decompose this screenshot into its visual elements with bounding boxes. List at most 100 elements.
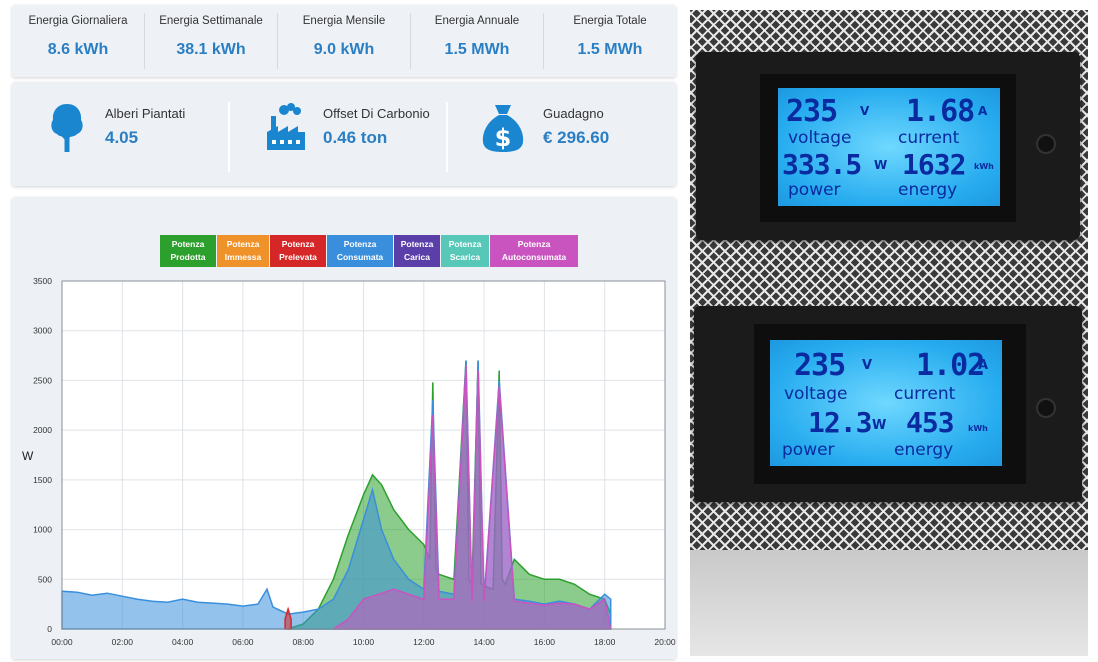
impact-carbon-value: 0.46 ton: [323, 128, 388, 147]
energy-weekly: Energia Settimanale 38.1 kWh: [145, 5, 277, 77]
legend-item-consumata[interactable]: Potenza Consumata: [327, 235, 393, 267]
energy-daily: Energia Giornaliera 8.6 kWh: [12, 5, 144, 77]
meter-2: 235 V 1.02 A voltage current 12.3 W 453 …: [694, 306, 1082, 502]
energy-yearly: Energia Annuale 1.5 MWh: [411, 5, 543, 77]
energy-yearly-value: 1.5 MWh: [444, 41, 510, 58]
energy-monthly-label: Energia Mensile: [302, 15, 386, 27]
meter-2-screw: [1036, 398, 1056, 418]
series-area-autoconsumata: [332, 365, 612, 630]
y-tick-label: 2500: [33, 375, 52, 385]
x-tick-label: 16:00: [534, 637, 556, 647]
divider: [144, 13, 145, 69]
meter-1-screw: [1036, 134, 1056, 154]
impact-trees-label: Alberi Piantati: [105, 106, 186, 121]
legend-item-immessa[interactable]: Potenza Immessa: [217, 235, 269, 267]
plot-border: [61, 280, 666, 630]
x-tick-label: 06:00: [232, 637, 254, 647]
x-tick-label: 04:00: [172, 637, 194, 647]
legend-item-line1: Potenza: [171, 239, 205, 249]
meter-1-current-unit: A: [978, 104, 988, 118]
meter-1-energy-label: energy: [898, 180, 958, 200]
meter-1-voltage: 235: [786, 94, 838, 129]
meter-2-energy: 453: [906, 406, 955, 439]
x-tick-label: 18:00: [594, 637, 616, 647]
meter-2-current-label: current: [894, 384, 956, 404]
legend-item-line2: Carica: [404, 252, 430, 262]
impact-trees: Alberi Piantati 4.05: [12, 82, 228, 186]
divider: [543, 13, 544, 69]
meter-1: 235 V 1.68 A voltage current 333.5 W 163…: [696, 52, 1080, 240]
legend-item-line1: Potenza: [281, 239, 315, 249]
energy-total-value: 1.5 MWh: [577, 41, 643, 58]
energy-summary-panel: Energia Giornaliera 8.6 kWh Energia Sett…: [12, 5, 676, 77]
energy-daily-label: Energia Giornaliera: [28, 15, 128, 27]
legend-item-line2: Prelevata: [279, 252, 317, 262]
meter-1-current-label: current: [898, 128, 960, 148]
shelf: [690, 550, 1088, 656]
meter-2-energy-label: energy: [894, 440, 954, 460]
legend-item-line1: Potenza: [400, 239, 434, 249]
energy-daily-value: 8.6 kWh: [47, 41, 109, 58]
meter-1-voltage-unit: V: [860, 104, 870, 118]
power-chart: 00:00 02:00 04:00 06:00 08:00 10:00 12:00 14:00…: [22, 276, 676, 647]
legend-item-line2: Autoconsumata: [501, 252, 567, 262]
y-tick-label: 3500: [33, 276, 52, 286]
meter-2-energy-unit: kWh: [968, 424, 988, 433]
legend-item-prelevata[interactable]: Potenza Prelevata: [270, 235, 326, 267]
y-axis-label: W: [22, 449, 34, 463]
meter-2-voltage: 235: [794, 348, 846, 383]
legend-item-line2: Scarica: [449, 252, 481, 262]
energy-yearly-label: Energia Annuale: [434, 15, 520, 27]
meter-1-power: 333.5: [782, 148, 862, 181]
tree-icon: [51, 104, 83, 152]
y-tick-label: 0: [47, 624, 52, 634]
divider: [228, 102, 230, 172]
legend-item-line1: Potenza: [517, 239, 551, 249]
energy-monthly: Energia Mensile 9.0 kWh: [278, 5, 410, 77]
legend-item-line1: Potenza: [448, 239, 482, 249]
x-tick-label: 10:00: [353, 637, 375, 647]
legend-item-carica[interactable]: Potenza Carica: [394, 235, 440, 267]
meter-2-current-unit: A: [978, 358, 989, 373]
meter-1-energy-unit: kWh: [974, 162, 994, 171]
meter-1-voltage-label: voltage: [788, 128, 852, 148]
meter-1-energy: 1632: [902, 148, 966, 181]
meter-1-display: 235 V 1.68 A voltage current 333.5 W 163…: [778, 88, 1000, 206]
meter-1-power-unit: W: [874, 158, 888, 172]
energy-total-label: Energia Totale: [573, 15, 647, 27]
impact-panel: Alberi Piantati 4.05 Offset Di Carbonio …: [12, 82, 676, 186]
legend-item-line2: Consumata: [336, 252, 384, 262]
legend-item-line1: Potenza: [226, 239, 260, 249]
y-tick-label: 1000: [33, 525, 52, 535]
divider: [410, 13, 411, 69]
x-tick-label: 00:00: [51, 637, 73, 647]
factory-icon: [267, 103, 305, 150]
y-tick-label: 2000: [33, 425, 52, 435]
meters-photo: 235 V 1.68 A voltage current 333.5 W 163…: [690, 10, 1088, 656]
impact-carbon-label: Offset Di Carbonio: [323, 106, 430, 121]
meter-2-power-label: power: [782, 440, 835, 460]
energy-weekly-label: Energia Settimanale: [159, 15, 263, 27]
legend-item-line1: Potenza: [343, 239, 377, 249]
x-tick-label: 02:00: [112, 637, 134, 647]
legend-item-line2: Immessa: [224, 252, 262, 262]
impact-trees-value: 4.05: [105, 128, 139, 147]
meter-2-display: 235 V 1.02 A voltage current 12.3 W 453 …: [770, 340, 1002, 466]
power-chart-panel: Potenza Prodotta Potenza Immessa Potenza Prel…: [12, 197, 676, 659]
legend-item-scarica[interactable]: Potenza Scarica: [441, 235, 489, 267]
legend-item-autoconsumata[interactable]: Potenza Autoconsumata: [490, 235, 578, 267]
money-bag-icon: $: [482, 105, 524, 152]
meter-2-current: 1.02: [916, 348, 985, 383]
divider: [446, 102, 448, 172]
divider: [277, 13, 278, 69]
x-tick-label: 08:00: [293, 637, 315, 647]
impact-carbon: Offset Di Carbonio 0.46 ton: [230, 82, 446, 186]
meter-2-power-unit: W: [872, 418, 887, 433]
x-tick-label: 20:00: [654, 637, 676, 647]
legend-item-prodotta[interactable]: Potenza Prodotta: [160, 235, 216, 267]
meter-1-power-label: power: [788, 180, 841, 200]
x-tick-label: 14:00: [473, 637, 495, 647]
meter-2-voltage-label: voltage: [784, 384, 848, 404]
energy-monthly-value: 9.0 kWh: [313, 41, 375, 58]
energy-total: Energia Totale 1.5 MWh: [544, 5, 676, 77]
